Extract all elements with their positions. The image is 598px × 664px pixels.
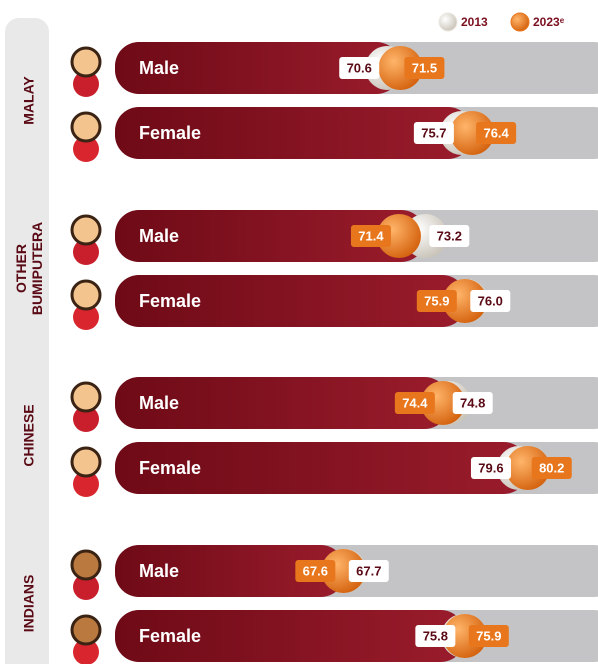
value-label: 80.2	[539, 460, 564, 475]
person-head	[70, 46, 102, 78]
value-label-box	[295, 560, 336, 582]
person-body	[73, 574, 99, 600]
value-label-box	[394, 392, 435, 414]
person-body	[73, 71, 99, 97]
person-head	[70, 279, 102, 311]
group-label: OTHERBUMIPUTERA	[13, 222, 45, 315]
group-band	[5, 18, 49, 664]
person-head	[70, 446, 102, 478]
category-label: Female	[139, 458, 201, 478]
value-label-box	[476, 122, 517, 144]
bar-fill	[115, 545, 345, 597]
group-label: MALAY	[21, 76, 37, 125]
value-label-box	[413, 122, 454, 144]
value-label-box	[339, 57, 380, 79]
value-label: 71.5	[412, 60, 437, 75]
category-label: Male	[139, 561, 179, 581]
value-label-box	[348, 560, 389, 582]
value-label: 67.7	[356, 563, 381, 578]
category-label: Male	[139, 58, 179, 78]
value-label: 75.9	[424, 293, 449, 308]
person-head	[70, 111, 102, 143]
value-label: 76.0	[478, 293, 503, 308]
legend-label: 2023ᵉ	[533, 15, 565, 29]
value-label: 71.4	[358, 228, 384, 243]
value-label: 67.6	[303, 563, 328, 578]
category-label: Female	[139, 123, 201, 143]
value-label-box	[415, 625, 456, 647]
value-label-box	[470, 290, 511, 312]
value-label: 75.7	[421, 125, 446, 140]
person-head	[70, 381, 102, 413]
value-label: 76.4	[483, 125, 509, 140]
value-label: 75.9	[476, 628, 501, 643]
value-label-box	[470, 457, 511, 479]
category-label: Male	[139, 393, 179, 413]
person-body	[73, 406, 99, 432]
bar-fill	[115, 377, 449, 429]
value-label: 75.8	[423, 628, 448, 643]
person-body	[73, 239, 99, 265]
value-label-box	[416, 290, 457, 312]
category-label: Male	[139, 226, 179, 246]
value-label: 70.6	[347, 60, 372, 75]
value-label-box	[404, 57, 445, 79]
value-label-box	[452, 392, 493, 414]
value-label: 74.4	[402, 395, 428, 410]
bar-fill	[115, 275, 467, 327]
value-label: 73.2	[437, 228, 462, 243]
group-label: CHINESE	[21, 404, 37, 466]
category-label: Female	[139, 291, 201, 311]
group-label: INDIANS	[21, 575, 37, 633]
person-body	[73, 136, 99, 162]
value-label-box	[531, 457, 572, 479]
legend-marker	[510, 12, 530, 32]
person-body	[73, 471, 99, 497]
value-label: 79.6	[478, 460, 503, 475]
person-body	[73, 304, 99, 330]
person-body	[73, 639, 99, 664]
category-label: Female	[139, 626, 201, 646]
value-label-box	[350, 225, 391, 247]
bar-fill	[115, 107, 473, 159]
bar-fill	[115, 42, 401, 94]
value-label: 74.8	[460, 395, 485, 410]
legend-label: 2013	[461, 15, 488, 29]
bar-fill	[115, 442, 528, 494]
bar-fill	[115, 610, 465, 662]
legend-marker	[438, 12, 458, 32]
bar-fill	[115, 210, 426, 262]
person-head	[70, 214, 102, 246]
person-head	[70, 549, 102, 581]
value-label-box	[429, 225, 470, 247]
value-label-box	[468, 625, 509, 647]
person-head	[70, 614, 102, 646]
